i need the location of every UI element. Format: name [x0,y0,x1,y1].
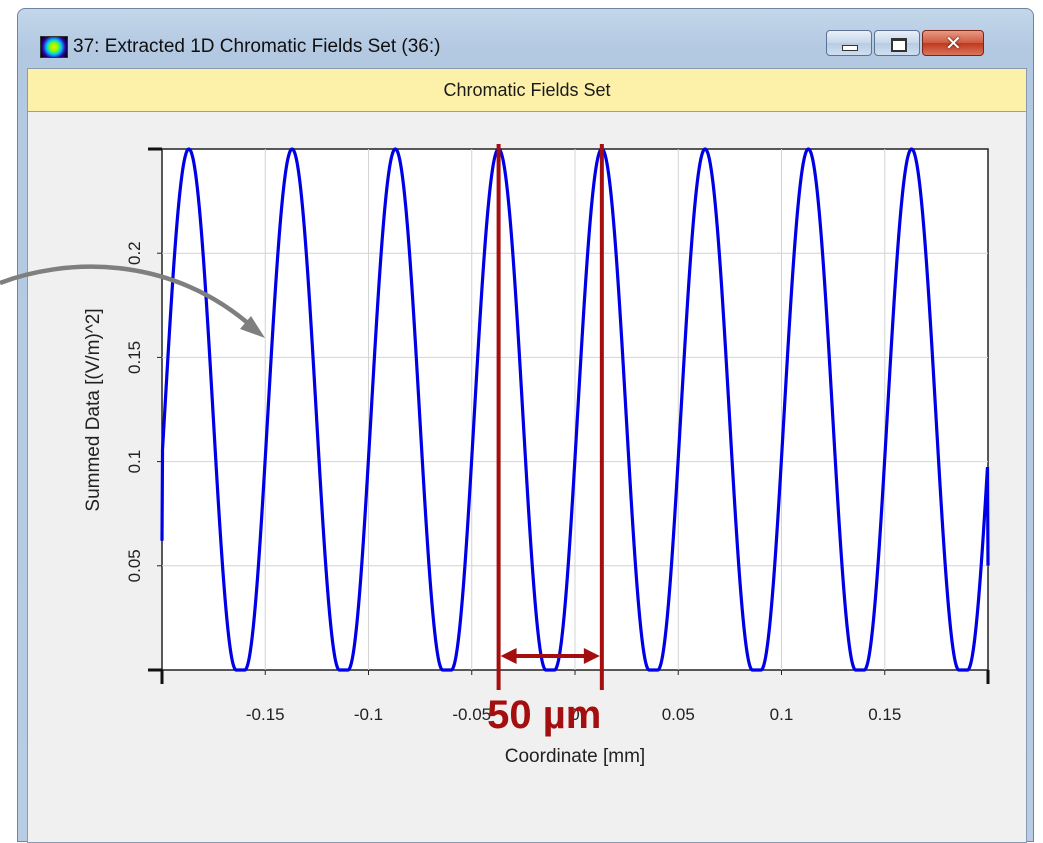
x-tick-label: -0.05 [452,705,491,724]
x-tick-label: -0.1 [354,705,383,724]
x-axis-label: Coordinate [mm] [505,746,645,767]
measurement-label: 50 µm [487,693,601,737]
y-axis-label: Summed Data [(V/m)^2] [83,308,104,511]
y-tick-label: 0.05 [125,549,144,582]
y-tick-label: 0.2 [125,241,144,265]
x-tick-label: 0.05 [662,705,695,724]
x-tick-label: 0.15 [868,705,901,724]
x-tick-label: -0.15 [246,705,285,724]
y-tick-label: 0.1 [125,450,144,474]
y-tick-label: 0.15 [125,341,144,374]
x-tick-label: 0.1 [770,705,794,724]
